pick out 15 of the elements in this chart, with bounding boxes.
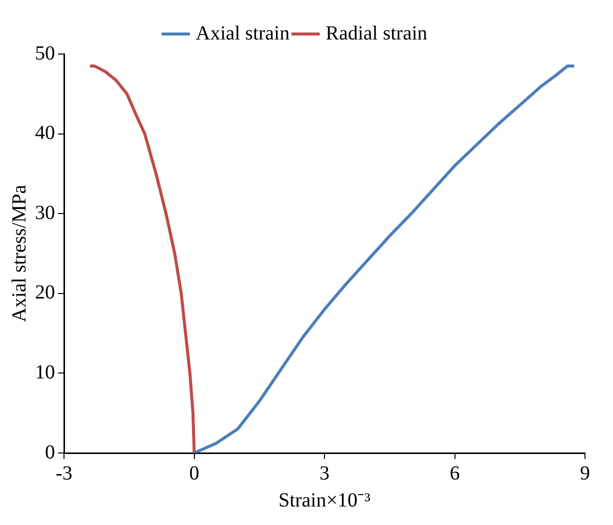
y-axis-title: Axial stress/MPa <box>8 184 30 322</box>
x-axis-title: Strain×10⁻³ <box>278 489 371 512</box>
y-tick-label: 20 <box>35 282 55 304</box>
x-tick-label: -3 <box>56 462 72 484</box>
x-tick-label: 3 <box>320 462 330 484</box>
y-tick-label: 30 <box>35 202 55 224</box>
y-tick-label: 10 <box>35 361 55 384</box>
legend-label: Axial strain <box>196 22 290 44</box>
x-tick-label: 9 <box>580 462 590 484</box>
y-tick-label: 50 <box>35 42 55 64</box>
x-tick-label: 0 <box>189 462 200 484</box>
x-tick-label: 6 <box>450 462 460 484</box>
legend-label: Radial strain <box>326 22 428 44</box>
y-tick-label: 0 <box>45 441 55 464</box>
y-tick-label: 40 <box>35 122 55 144</box>
